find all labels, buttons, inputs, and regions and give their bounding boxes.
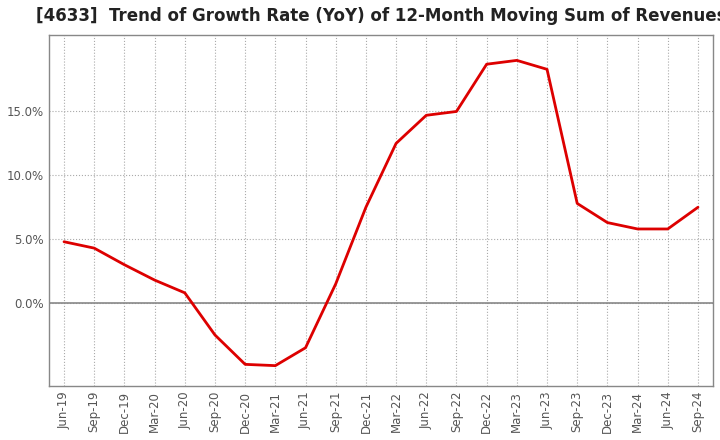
Title: [4633]  Trend of Growth Rate (YoY) of 12-Month Moving Sum of Revenues: [4633] Trend of Growth Rate (YoY) of 12-… bbox=[36, 7, 720, 25]
